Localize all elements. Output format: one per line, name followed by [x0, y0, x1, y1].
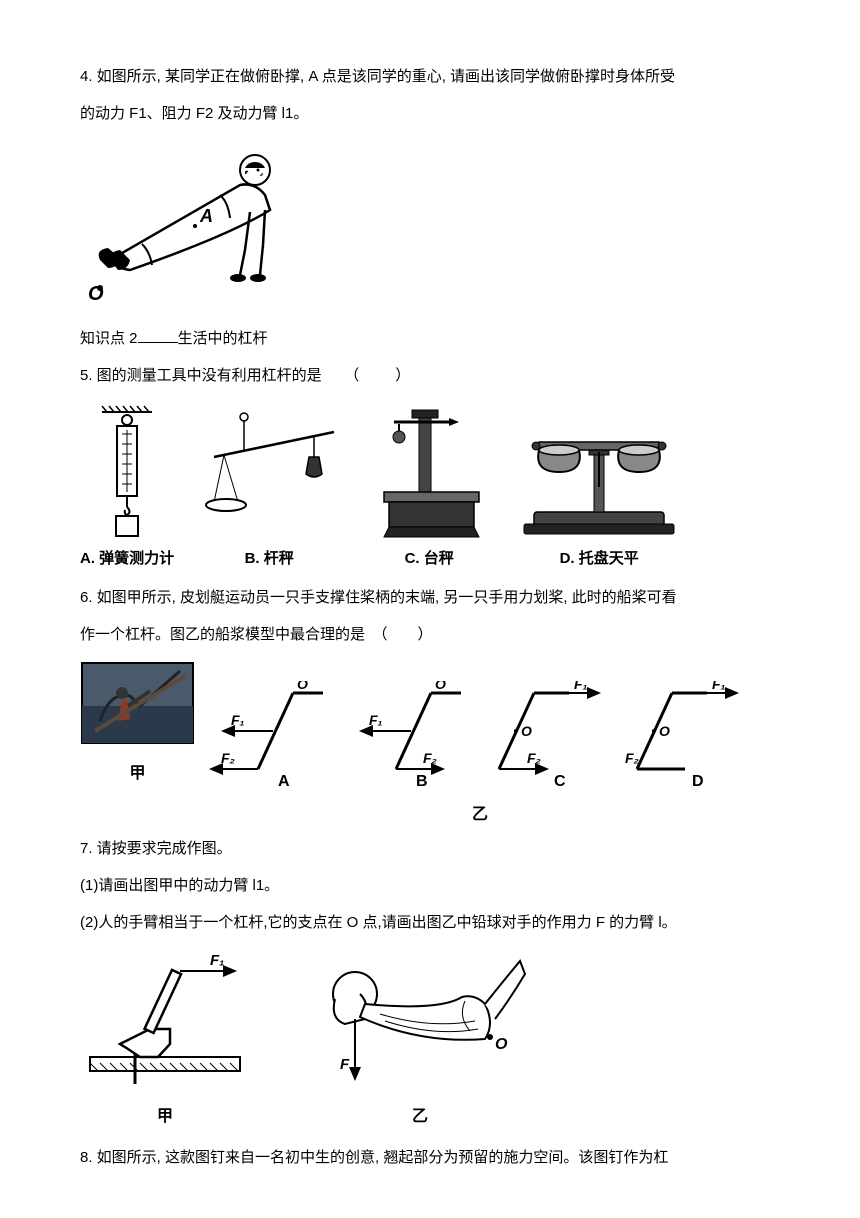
- svg-text:F₂: F₂: [221, 750, 235, 766]
- svg-text:A: A: [278, 773, 290, 790]
- svg-text:F: F: [340, 1056, 350, 1073]
- svg-text:F₁: F₁: [369, 712, 383, 728]
- q7-figures: F₁ 甲 O F 乙: [80, 949, 780, 1134]
- kp2: 知识点 2 生活中的杠杆: [80, 322, 780, 355]
- q4-line1: 4. 如图所示, 某同学正在做俯卧撑, A 点是该同学的重心, 请画出该同学做俯…: [80, 60, 780, 93]
- svg-text:F₂: F₂: [625, 750, 639, 766]
- q5-stem: 5. 图的测量工具中没有利用杠杆的是: [80, 367, 322, 384]
- svg-text:O: O: [495, 1036, 508, 1053]
- q5-fig-D: D. 托盘天平: [514, 402, 684, 575]
- q5-opt-A-label: A. 弹簧测力计: [80, 542, 174, 575]
- q7-text: 7. 请按要求完成作图。: [80, 832, 780, 865]
- kp2-blank: [138, 328, 178, 343]
- svg-text:F₁: F₁: [210, 952, 224, 969]
- svg-text:D: D: [692, 773, 704, 790]
- q5-opt-C-label: C. 台秤: [405, 542, 454, 575]
- q7-cap-yi: 乙: [412, 1099, 428, 1134]
- q4-label-O: O: [88, 283, 104, 300]
- q6-model-C: F₁ O F₂ C: [479, 681, 609, 791]
- q4-line2: 的动力 F1、阻力 F2 及动力臂 l1。: [80, 97, 780, 130]
- svg-text:F₁: F₁: [712, 681, 726, 692]
- q6-model-B: O F₁ F₂ B: [341, 681, 471, 791]
- q6-line1: 6. 如图甲所示, 皮划艇运动员一只手支撑住桨柄的末端, 另一只手用力划桨, 此…: [80, 581, 780, 614]
- svg-text:O: O: [659, 723, 670, 739]
- q6-cap-yi: 乙: [200, 797, 760, 832]
- svg-text:F₂: F₂: [527, 750, 541, 766]
- q7-sub2: (2)人的手臂相当于一个杠杆,它的支点在 O 点,请画出图乙中铅球对手的作用力 …: [80, 906, 780, 939]
- q6-cap-yi-row: 乙: [80, 797, 760, 832]
- q5-opt-B-label: B. 杆秤: [245, 542, 294, 575]
- q6-photo: 甲: [80, 661, 195, 791]
- q6-model-A: O F₁ F₂ A: [203, 681, 333, 791]
- q5-fig-C: C. 台秤: [364, 402, 494, 575]
- q5-fig-A: A. 弹簧测力计: [80, 402, 174, 575]
- kp2-title: 生活中的杠杆: [178, 330, 268, 347]
- q4-figure: A O: [80, 140, 780, 312]
- q5-figures: A. 弹簧测力计 B. 杆秤: [80, 402, 780, 575]
- q6-line2: 作一个杠杆。图乙的船浆模型中最合理的是 （ ）: [80, 618, 780, 651]
- q8-text: 8. 如图所示, 这款图钉来自一名初中生的创意, 翘起部分为预留的施力空间。该图…: [80, 1141, 780, 1174]
- svg-text:C: C: [554, 773, 566, 790]
- q7-cap-jia: 甲: [157, 1099, 173, 1134]
- q7-fig-jia: F₁ 甲: [80, 949, 250, 1134]
- q7-sub1: (1)请画出图甲中的动力臂 l1。: [80, 869, 780, 902]
- q7-fig-yi: O F 乙: [310, 949, 530, 1134]
- q5-blank: （ ）: [352, 367, 413, 384]
- q5-fig-B: B. 杆秤: [194, 402, 344, 575]
- q4-label-A: A: [199, 206, 213, 226]
- q6-cap-jia: 甲: [129, 756, 145, 791]
- svg-text:O: O: [521, 723, 532, 739]
- q6-figures: 甲 O F₁ F₂ A O F₁ F₂ B: [80, 661, 780, 791]
- q6-model-D: F₁ O F₂ D: [617, 681, 747, 791]
- svg-text:O: O: [435, 681, 446, 692]
- svg-text:B: B: [416, 773, 428, 790]
- q5-opt-D-label: D. 托盘天平: [560, 542, 639, 575]
- svg-text:F₁: F₁: [574, 681, 588, 692]
- q5-text: 5. 图的测量工具中没有利用杠杆的是 （ ）: [80, 359, 780, 392]
- svg-text:F₂: F₂: [423, 750, 437, 766]
- kp2-prefix: 知识点 2: [80, 330, 138, 347]
- svg-text:O: O: [297, 681, 308, 692]
- svg-text:F₁: F₁: [231, 712, 245, 728]
